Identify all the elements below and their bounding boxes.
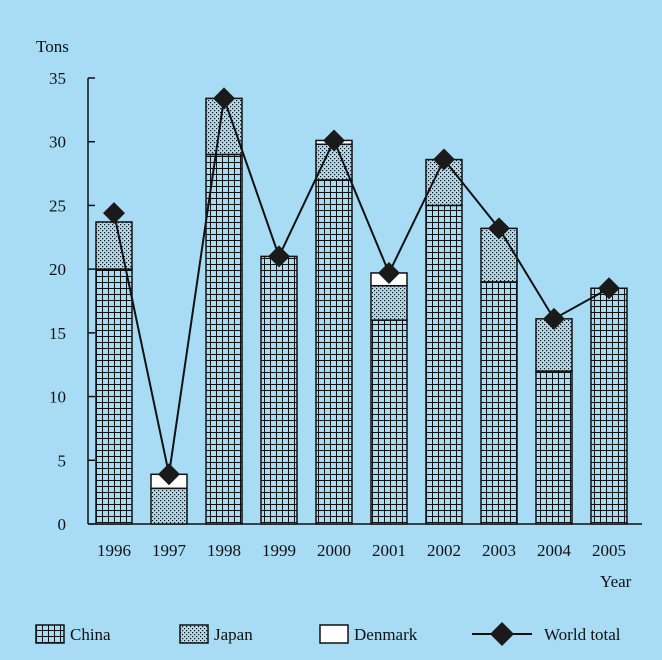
legend-label-world-total: World total	[544, 625, 621, 644]
x-tick-label: 1997	[152, 541, 187, 560]
y-tick-label: 30	[49, 133, 66, 152]
bars	[95, 97, 628, 525]
world-total-point-2003	[488, 217, 510, 240]
x-tick-label: 2002	[427, 541, 461, 560]
bar-china-2002	[425, 204, 463, 525]
bar-china-2001	[370, 319, 408, 525]
world-total-point-2004	[543, 307, 565, 330]
legend-label-japan: Japan	[214, 625, 253, 644]
world-total-point-1999	[268, 245, 290, 268]
bar-china-2004	[535, 370, 573, 525]
world-total-point-2002	[433, 148, 455, 171]
world-total-point-1997	[158, 463, 180, 486]
bar-china-2005	[590, 287, 628, 525]
world-total-point-2005	[598, 277, 620, 300]
bar-japan-1997	[150, 487, 188, 525]
world-total-series	[103, 87, 620, 486]
x-axis-label: Year	[600, 572, 632, 591]
bar-china-1999	[260, 255, 298, 525]
world-total-point-1996	[103, 202, 125, 225]
world-total-point-2000	[323, 129, 345, 152]
x-tick-label: 2005	[592, 541, 626, 560]
world-total-line	[113, 98, 610, 475]
x-tick-label: 2001	[372, 541, 406, 560]
y-tick-label: 35	[49, 69, 66, 88]
x-tick-label: 2000	[317, 541, 351, 560]
x-tick-label: 1996	[97, 541, 131, 560]
bar-china-2000	[315, 179, 353, 525]
legend-swatch-denmark	[319, 624, 349, 644]
legend-label-denmark: Denmark	[354, 625, 418, 644]
y-axis-label: Tons	[36, 37, 69, 56]
legend-swatch-japan	[179, 624, 209, 644]
world-total-point-1998	[213, 87, 235, 110]
y-tick-label: 5	[58, 451, 67, 470]
x-ticks: 1996 1997 1998 1999 2000 2001 2002 2003 2004 2005	[97, 541, 626, 560]
legend-swatch-china	[35, 624, 65, 644]
y-tick-label: 25	[49, 196, 66, 215]
y-tick-label: 0	[58, 515, 67, 534]
y-tick-label: 15	[49, 324, 66, 343]
y-ticks: 0 5 10 15 20 25 30 35	[49, 69, 95, 534]
x-tick-label: 2003	[482, 541, 516, 560]
world-total-point-2001	[378, 261, 400, 284]
bar-japan-2001	[370, 284, 408, 321]
y-tick-label: 20	[49, 260, 66, 279]
bar-japan-1996	[95, 221, 133, 270]
bar-china-1996	[95, 268, 133, 525]
legend: China Japan Denmark World total	[35, 622, 621, 646]
y-tick-label: 10	[49, 388, 66, 407]
x-tick-label: 2004	[537, 541, 572, 560]
bar-china-1998	[205, 153, 243, 525]
legend-marker-world-total	[490, 622, 514, 646]
bar-china-2003	[480, 281, 518, 525]
legend-label-china: China	[70, 625, 111, 644]
x-tick-label: 1998	[207, 541, 241, 560]
x-tick-label: 1999	[262, 541, 296, 560]
